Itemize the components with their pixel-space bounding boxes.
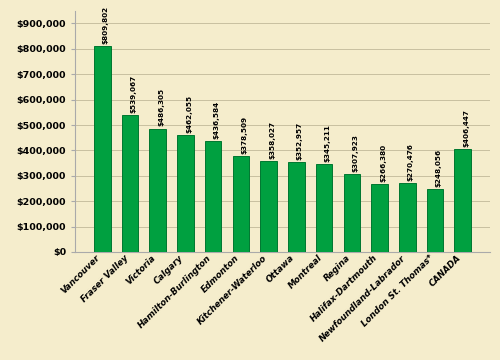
Text: $539,067: $539,067 [130,75,136,113]
Bar [150,129,166,252]
Bar [232,156,249,252]
Text: $307,923: $307,923 [352,134,358,172]
Text: $266,380: $266,380 [380,144,386,182]
Bar [316,165,332,252]
Bar [344,174,360,252]
Text: $358,027: $358,027 [269,121,275,159]
Text: $436,584: $436,584 [214,101,220,139]
Bar [399,183,415,252]
Text: $486,305: $486,305 [158,88,164,126]
Text: $462,055: $462,055 [186,95,192,132]
Bar [260,161,277,252]
Bar [454,149,471,252]
Bar [288,162,304,252]
Text: $809,802: $809,802 [102,6,108,44]
Bar [94,46,110,252]
Text: $270,476: $270,476 [408,143,414,181]
Bar [427,189,444,252]
Text: $248,056: $248,056 [436,149,442,187]
Bar [122,115,138,252]
Text: $406,447: $406,447 [464,109,469,147]
Bar [205,141,222,252]
Text: $352,957: $352,957 [297,122,303,160]
Bar [372,184,388,252]
Bar [177,135,194,252]
Text: $345,211: $345,211 [324,125,330,162]
Text: $378,509: $378,509 [242,116,248,154]
